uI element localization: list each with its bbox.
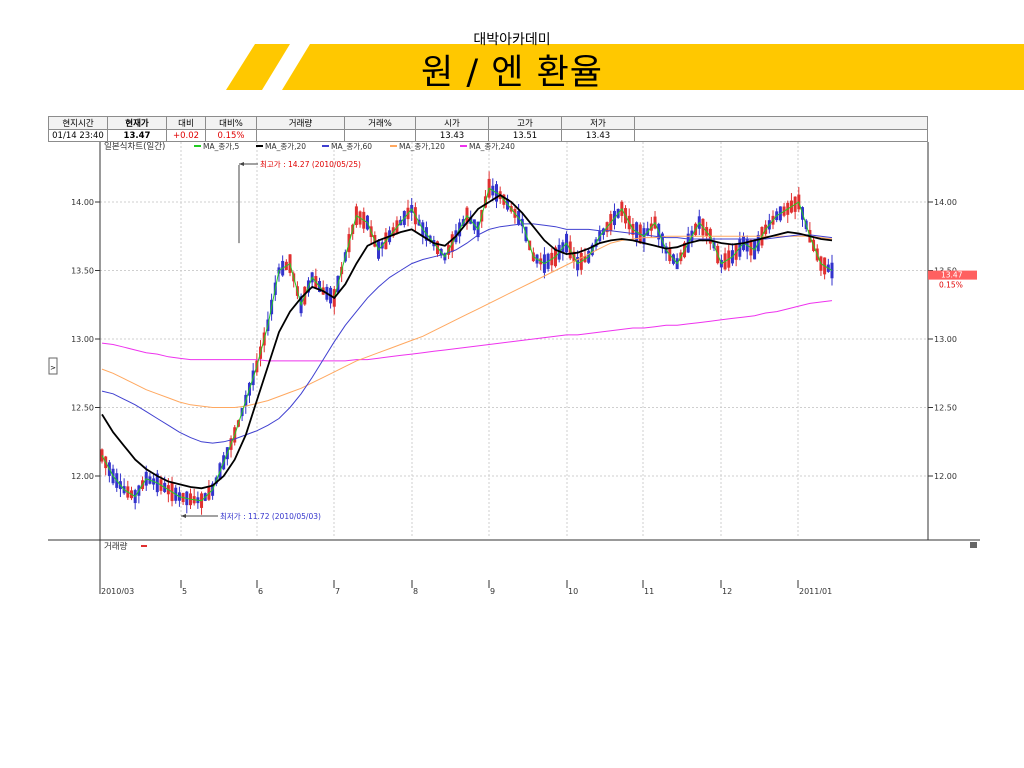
x-tick-label: 12 (722, 587, 732, 594)
chart-title: 일본식차트(일간) (104, 142, 165, 152)
y-tick-label-left: 14.00 (71, 198, 94, 207)
x-tick-label: 11 (644, 587, 654, 594)
current-price-tag (928, 270, 977, 280)
volume-legend-swatch (141, 545, 147, 547)
scroll-handle-arrow-icon: > (50, 364, 56, 372)
quote-table: 현지시간 현재가 대비 대비% 거래량 거래% 시가 고가 저가 01/14 2… (48, 116, 978, 142)
x-tick-label: 6 (258, 587, 263, 594)
quote-header-volume: 거래량 (256, 116, 345, 130)
y-tick-label-right: 12.50 (934, 404, 957, 413)
quote-high: 13.51 (488, 129, 562, 142)
quote-low: 13.43 (561, 129, 635, 142)
legend-item: MA_종가,60 (331, 142, 372, 151)
quote-header-open: 시가 (415, 116, 489, 130)
banner-stripe-left (226, 44, 290, 90)
title-banner (226, 44, 1024, 90)
chart-legend: 일본식차트(일간) MA_종가,5 MA_종가,20 MA_종가,60 MA_종가,12… (104, 142, 515, 152)
quote-header-low: 저가 (561, 116, 635, 130)
quote-blank (634, 129, 928, 142)
low-arrow-icon (181, 514, 186, 518)
legend-item: MA_종가,120 (399, 142, 445, 151)
ma-line-5 (101, 300, 833, 362)
current-price: 13.47 (941, 271, 963, 280)
x-tick-label: 10 (568, 587, 578, 594)
chart-annotations: 최고가 : 14.27 (2010/05/25) 최저가 : 11.72 (201… (181, 159, 977, 521)
quote-header-price: 현재가 (107, 116, 167, 130)
ma-line-1 (101, 187, 833, 502)
quote-time: 01/14 23:40 (48, 129, 108, 142)
quote-header-change: 대비 (166, 116, 206, 130)
legend-item: MA_종가,20 (265, 142, 306, 151)
quote-volume (256, 129, 345, 142)
quote-value-row: 01/14 23:40 13.47 +0.02 0.15% 13.43 13.5… (48, 129, 928, 142)
volume-panel-label: 거래량 (104, 541, 128, 552)
x-axis: 2010/03 5 6 7 8 9 10 11 12 2011/01 (99, 580, 832, 594)
high-arrow-icon (239, 162, 244, 166)
quote-change-pct: 0.15% (205, 129, 257, 142)
x-tick-label: 2011/01 (799, 587, 832, 594)
legend-item: MA_종가,240 (469, 142, 515, 151)
x-tick-label: 5 (182, 587, 187, 594)
current-change: 0.15% (939, 281, 963, 290)
quote-header-time: 현지시간 (48, 116, 108, 130)
quote-open: 13.43 (415, 129, 489, 142)
panel-close-icon[interactable] (970, 542, 977, 548)
x-tick-label: 9 (490, 587, 495, 594)
y-tick-label-left: 12.00 (71, 472, 94, 481)
legend-item: MA_종가,5 (203, 142, 240, 151)
page-title: 원 / 엔 환율 (421, 53, 603, 93)
high-annotation: 최고가 : 14.27 (2010/05/25) (260, 159, 361, 169)
ma-line-2 (101, 194, 833, 490)
x-tick-label: 7 (335, 587, 340, 594)
price-chart: > 14.0014.0013.5013.5013.0013.0012.5012.… (48, 142, 980, 594)
quote-header-row: 현지시간 현재가 대비 대비% 거래량 거래% 시가 고가 저가 (48, 116, 928, 130)
low-annotation: 최저가 : 11.72 (2010/05/03) (220, 511, 321, 521)
quote-price: 13.47 (107, 129, 167, 142)
quote-header-volume-pct: 거래% (344, 116, 416, 130)
y-tick-label-right: 13.00 (934, 335, 957, 344)
quote-volume-pct (344, 129, 416, 142)
y-tick-label-left: 13.50 (71, 267, 94, 276)
y-tick-label-right: 12.00 (934, 472, 957, 481)
quote-change: +0.02 (166, 129, 206, 142)
quote-header-change-pct: 대비% (205, 116, 257, 130)
banner-bar (282, 44, 1024, 90)
header-subtitle: 대박아카데미 (473, 32, 551, 48)
x-tick-label: 8 (413, 587, 418, 594)
y-tick-label-left: 13.00 (71, 335, 94, 344)
moving-average-lines (101, 187, 833, 502)
ma-line-3 (101, 223, 833, 444)
quote-header-blank (634, 116, 928, 130)
scroll-handle[interactable] (48, 357, 58, 375)
quote-header-high: 고가 (488, 116, 562, 130)
y-tick-label-left: 12.50 (71, 404, 94, 413)
x-tick-label: 2010/03 (101, 587, 134, 594)
y-tick-label-right: 14.00 (934, 198, 957, 207)
